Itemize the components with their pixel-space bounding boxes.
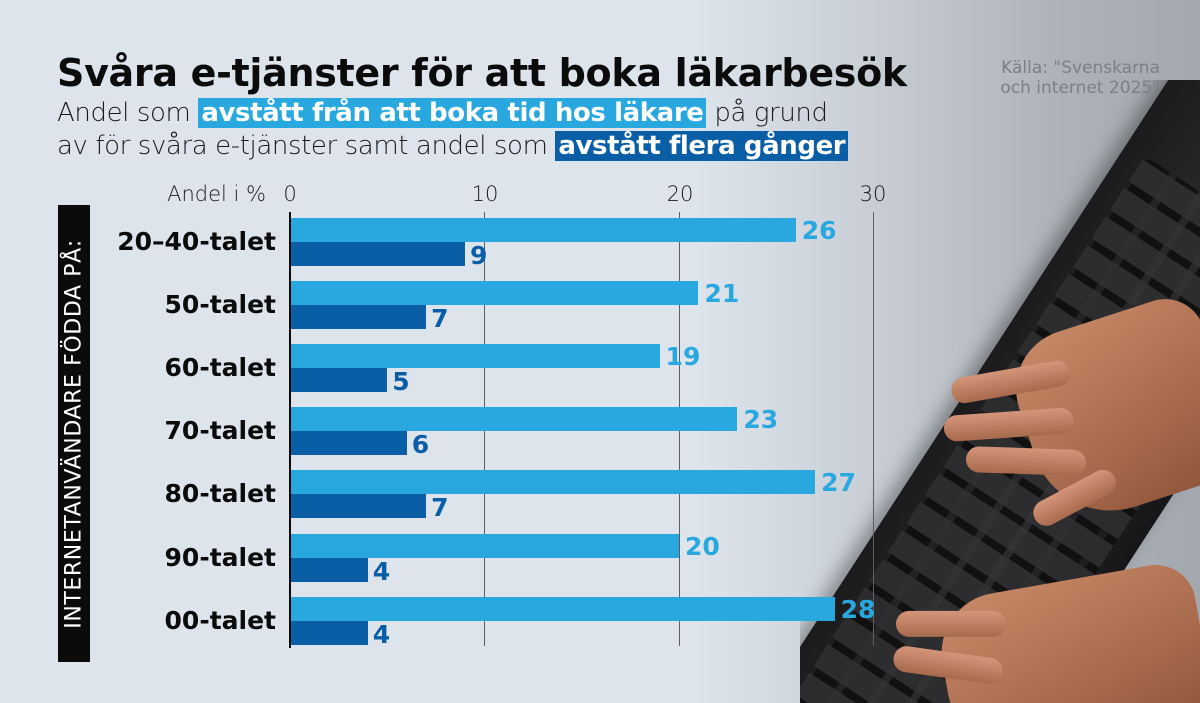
source-note: Källa: "Svenskarna och internet 2025": [940, 58, 1160, 98]
bar-avstatt: [290, 470, 816, 495]
bar-avstatt-flera-ganger: [290, 368, 388, 393]
value-label-flera-ganger: 6: [411, 430, 430, 460]
value-label-avstatt: 28: [840, 594, 876, 624]
legend-dark-highlight: avstått flera gånger: [555, 131, 849, 161]
category-label: 80-talet: [164, 479, 276, 509]
category-label: 00-talet: [164, 605, 276, 635]
category-label: 50-talet: [164, 290, 276, 320]
subtitle-text: på grund: [706, 98, 828, 128]
bar-avstatt: [290, 218, 796, 242]
bar-avstatt-flera-ganger: [290, 431, 407, 456]
finger-shape: [895, 610, 1006, 637]
value-label-flera-ganger: 7: [431, 304, 449, 334]
category-label: 20–40-talet: [117, 227, 276, 256]
bar-avstatt: [290, 281, 699, 306]
side-label-text: INTERNETANVÄNDARE FÖDDA PÅ:: [61, 238, 87, 629]
gridline-30: [873, 212, 874, 646]
category-label: 70-talet: [164, 416, 276, 446]
bar-avstatt-flera-ganger: [290, 494, 427, 519]
bar-avstatt: [290, 344, 660, 369]
chart-subtitle: Andel som avstått från att boka tid hos …: [57, 97, 849, 163]
value-label-flera-ganger: 4: [372, 619, 391, 649]
value-label-avstatt: 23: [743, 405, 779, 435]
bar-avstatt-flera-ganger: [290, 620, 368, 645]
category-label: 60-talet: [164, 353, 276, 383]
x-tick-10: 10: [471, 182, 499, 206]
bar-avstatt: [290, 407, 738, 432]
bar-avstatt-flera-ganger: [290, 305, 427, 330]
value-label-avstatt: 20: [685, 531, 720, 561]
legend-light-highlight: avstått från att boka tid hos läkare: [198, 98, 707, 128]
value-label-flera-ganger: 5: [392, 367, 410, 397]
zero-axis-line: [289, 212, 291, 648]
value-label-flera-ganger: 7: [431, 493, 449, 523]
bar-avstatt: [290, 596, 835, 621]
value-label-avstatt: 19: [665, 342, 701, 372]
x-axis-title: Andel i %: [167, 182, 266, 206]
value-label-avstatt: 26: [801, 216, 837, 245]
x-tick-20: 20: [666, 182, 694, 206]
bar-avstatt-flera-ganger: [290, 242, 466, 266]
subtitle-text: Andel som: [57, 98, 199, 128]
y-axis-side-label: INTERNETANVÄNDARE FÖDDA PÅ:: [58, 205, 90, 662]
value-label-flera-ganger: 4: [372, 556, 391, 586]
value-label-avstatt: 27: [821, 468, 856, 498]
value-label-flera-ganger: 9: [470, 241, 488, 270]
chart-title: Svåra e-tjänster för att boka läkarbesök: [57, 51, 907, 95]
bar-avstatt: [290, 533, 679, 558]
finger-shape: [965, 446, 1087, 477]
source-line-1: Källa: "Svenskarna: [1001, 58, 1160, 78]
bar-avstatt-flera-ganger: [290, 557, 368, 582]
subtitle-line-2: av för svåra e-tjänster samt andel som a…: [57, 130, 849, 163]
subtitle-text: av för svåra e-tjänster samt andel som: [57, 131, 556, 161]
category-label: 90-talet: [164, 542, 276, 572]
x-tick-0: 0: [283, 182, 297, 206]
value-label-avstatt: 21: [704, 279, 740, 309]
subtitle-line-1: Andel som avstått från att boka tid hos …: [57, 97, 848, 130]
x-tick-30: 30: [859, 182, 887, 206]
source-line-2: och internet 2025": [1000, 78, 1160, 98]
